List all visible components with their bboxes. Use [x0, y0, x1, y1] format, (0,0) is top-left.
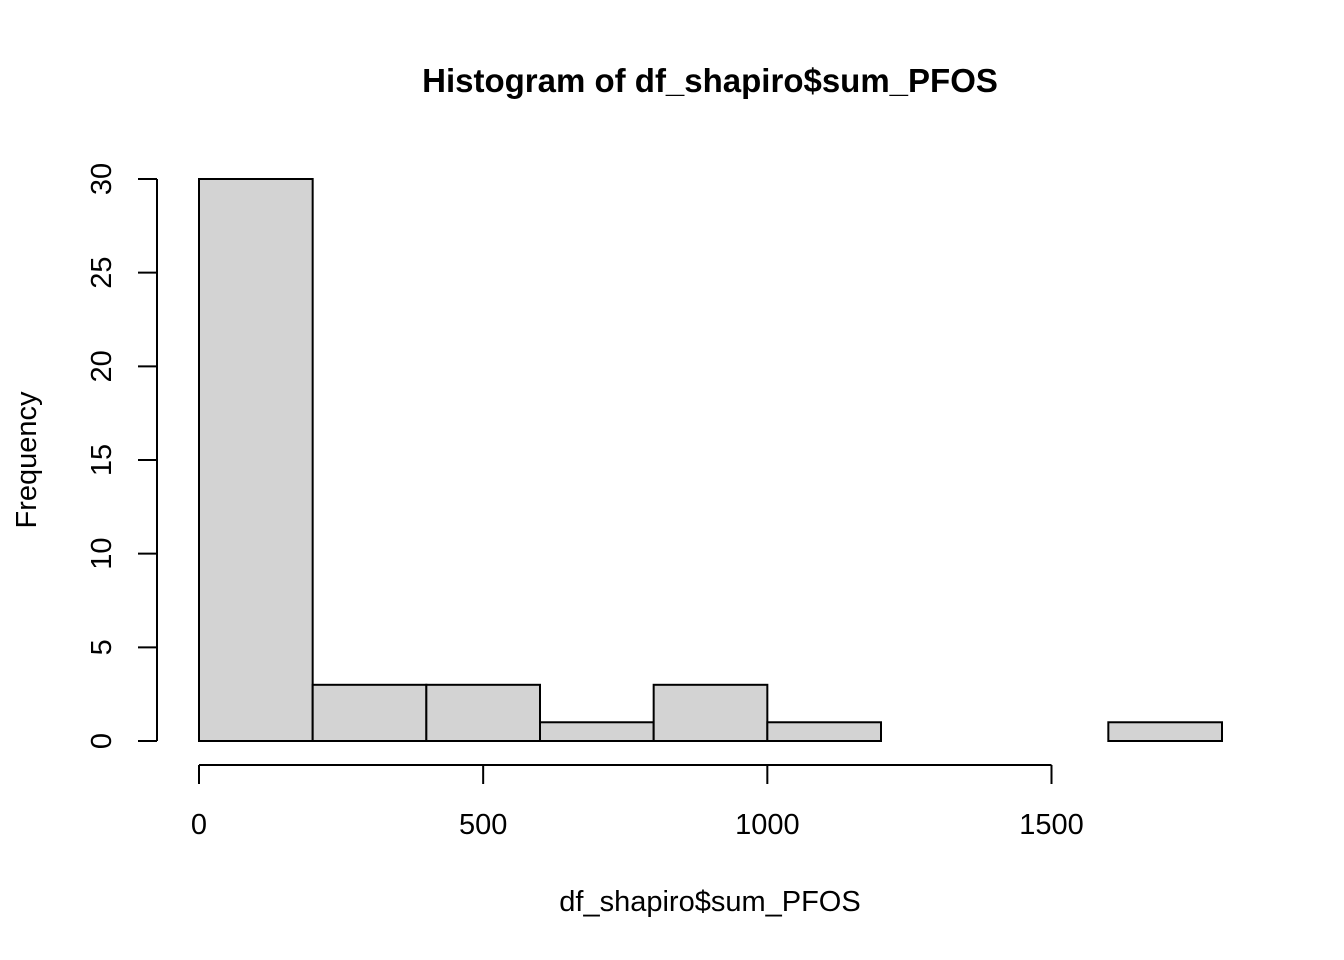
y-tick-label-0: 0	[86, 733, 118, 749]
y-tick-label-5: 25	[86, 257, 118, 289]
x-tick-label-0: 0	[191, 809, 207, 841]
x-tick-label-3: 1500	[1019, 809, 1084, 841]
y-tick-label-1: 5	[86, 639, 118, 655]
y-tick-label-6: 30	[86, 163, 118, 195]
y-axis-label: Frequency	[11, 391, 43, 529]
y-tick-label-3: 15	[86, 444, 118, 476]
chart-title: Histogram of df_shapiro$sum_PFOS	[422, 62, 998, 99]
histogram-bar-4	[652, 683, 769, 742]
histogram-bar-2	[425, 683, 542, 742]
x-tick-label-1: 500	[459, 809, 507, 841]
x-axis-label: df_shapiro$sum_PFOS	[559, 886, 860, 918]
y-axis: 0 5 10 15 20 25 30	[86, 163, 158, 749]
histogram-bar-3	[539, 721, 655, 742]
histogram-bar-5	[766, 721, 882, 742]
y-tick-label-2: 10	[86, 538, 118, 570]
histogram-bar-0	[198, 178, 314, 742]
x-tick-label-2: 1000	[735, 809, 800, 841]
histogram-bars	[198, 178, 1224, 742]
x-axis: 0 500 1000 1500	[191, 764, 1084, 841]
histogram-bar-1	[311, 683, 428, 742]
y-tick-label-4: 20	[86, 350, 118, 382]
histogram-bar-8	[1107, 721, 1224, 742]
